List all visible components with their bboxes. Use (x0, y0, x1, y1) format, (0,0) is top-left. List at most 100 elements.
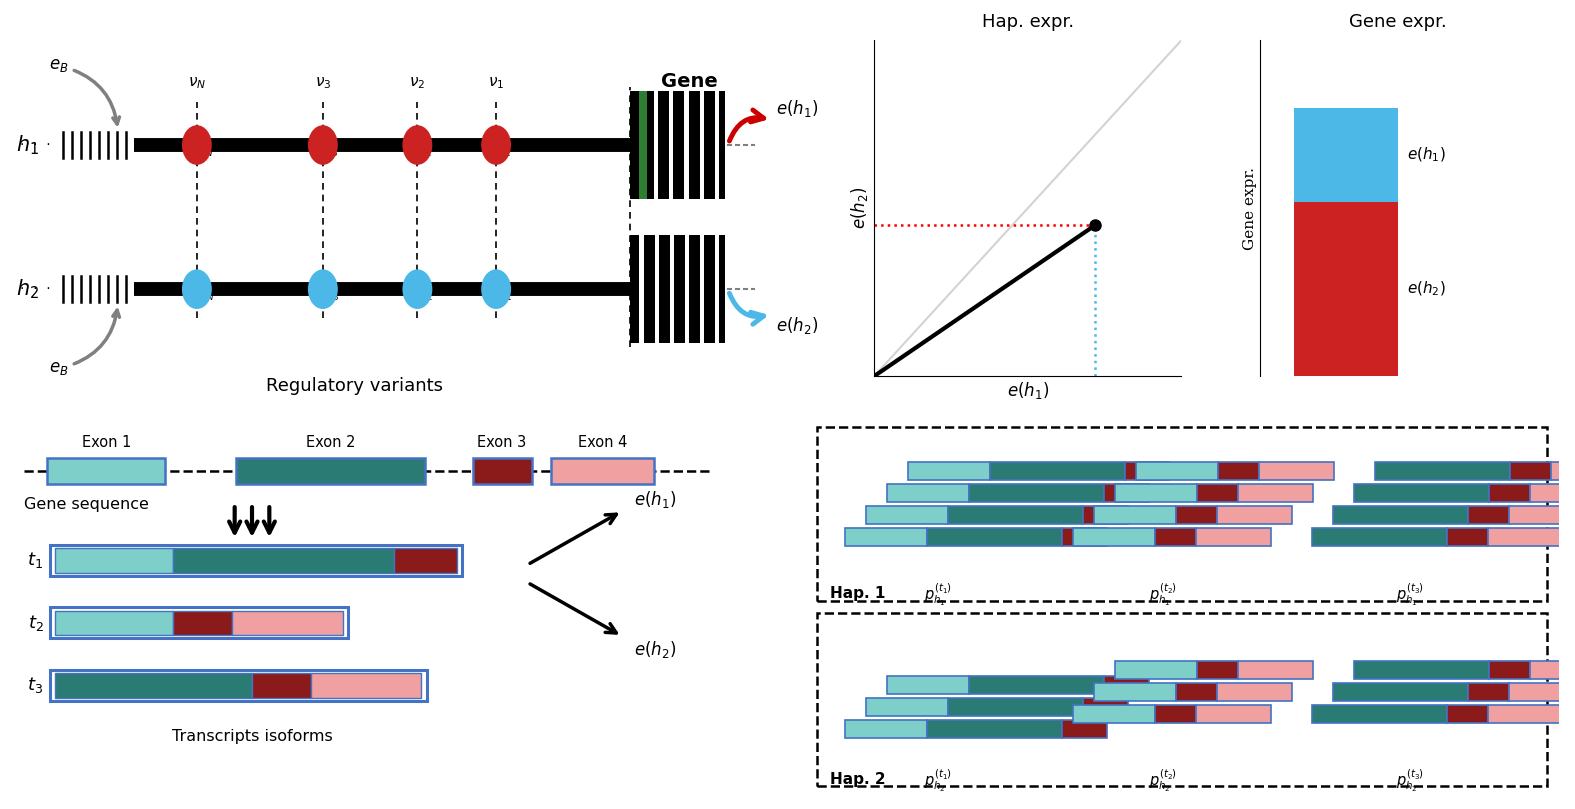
Bar (312, 673, 422, 697)
Bar (1488, 484, 1529, 502)
Text: $p_{h_1}^{(t_1)}$: $p_{h_1}^{(t_1)}$ (925, 582, 953, 608)
Bar (1197, 528, 1271, 546)
Text: $p_{h_2}^{(t_1)}$: $p_{h_2}^{(t_1)}$ (925, 768, 953, 794)
Bar (1197, 484, 1238, 502)
Text: $e_B$: $e_B$ (49, 310, 120, 377)
Bar (685, 235, 690, 343)
Bar (1488, 528, 1562, 546)
Title: Hap. expr.: Hap. expr. (981, 13, 1074, 31)
Text: $p_{h_2}^{(t_3)}$: $p_{h_2}^{(t_3)}$ (1395, 768, 1424, 794)
Bar (1447, 528, 1488, 546)
Bar (1177, 684, 1217, 701)
Bar (1082, 506, 1128, 523)
Text: $e(h_1)$: $e(h_1)$ (775, 99, 817, 120)
Ellipse shape (181, 125, 211, 165)
Bar (233, 611, 343, 635)
Bar (928, 528, 1062, 546)
Bar (50, 670, 427, 701)
Text: $e(h_2)$: $e(h_2)$ (775, 315, 817, 336)
Bar (1082, 698, 1128, 716)
Text: $p_{h_2}^{(t_2)}$: $p_{h_2}^{(t_2)}$ (1148, 768, 1177, 794)
X-axis label: $e(h_1)$: $e(h_1)$ (1006, 380, 1049, 401)
Bar (1115, 662, 1197, 680)
Bar (969, 484, 1104, 502)
Ellipse shape (181, 269, 211, 309)
Bar (1375, 462, 1510, 480)
Bar (1217, 506, 1292, 523)
Bar (928, 720, 1062, 738)
Bar (1104, 484, 1148, 502)
Bar (1073, 705, 1156, 723)
Y-axis label: Gene expr.: Gene expr. (1243, 167, 1257, 250)
Bar (1197, 705, 1271, 723)
Bar (1529, 484, 1575, 502)
Bar (1136, 462, 1217, 480)
Bar (1488, 705, 1562, 723)
Ellipse shape (403, 125, 432, 165)
Bar (639, 91, 647, 199)
Bar (472, 458, 532, 484)
Text: Exon 1: Exon 1 (82, 434, 131, 450)
Text: $h_2$: $h_2$ (16, 277, 39, 301)
Bar (47, 458, 165, 484)
Ellipse shape (482, 269, 510, 309)
Bar (1095, 684, 1177, 701)
Bar (669, 235, 674, 343)
Bar (1529, 662, 1575, 680)
Text: $\nu_2$: $\nu_2$ (410, 75, 425, 91)
Bar (173, 548, 394, 573)
Bar (948, 506, 1082, 523)
Bar (55, 611, 173, 635)
Bar (1095, 506, 1177, 523)
Text: $h_1$: $h_1$ (16, 133, 39, 157)
Bar (948, 698, 1082, 716)
Text: Exon 3: Exon 3 (477, 434, 526, 450)
Bar (55, 548, 173, 573)
Text: $e_B$: $e_B$ (49, 57, 120, 124)
Text: $e(h_2)$: $e(h_2)$ (633, 639, 676, 660)
Bar (1125, 462, 1170, 480)
Bar (1238, 484, 1314, 502)
Bar (1238, 662, 1314, 680)
Bar (969, 676, 1104, 694)
Bar (1197, 662, 1238, 680)
Bar (1177, 506, 1217, 523)
Bar (50, 608, 348, 638)
Bar (1115, 484, 1197, 502)
Text: Transcripts isoforms: Transcripts isoforms (172, 730, 332, 744)
Bar (1488, 662, 1529, 680)
Text: $p_{h_1}^{(t_3)}$: $p_{h_1}^{(t_3)}$ (1395, 582, 1424, 608)
Bar (1217, 684, 1292, 701)
Bar (866, 506, 948, 523)
Bar (699, 235, 704, 343)
Text: Exon 4: Exon 4 (578, 434, 627, 450)
Bar (394, 548, 457, 573)
Text: $t_2$: $t_2$ (27, 613, 44, 633)
Text: Gene: Gene (660, 72, 718, 91)
Text: $p_{h_1}^{(t_2)}$: $p_{h_1}^{(t_2)}$ (1148, 582, 1177, 608)
Text: $e(h_1)$: $e(h_1)$ (1406, 146, 1446, 163)
Bar (684, 91, 688, 199)
Text: $i_1$: $i_1$ (501, 142, 510, 159)
Bar (715, 91, 720, 199)
Text: $\nu_N$: $\nu_N$ (187, 75, 206, 91)
Text: $i_N$: $i_N$ (202, 142, 213, 159)
Text: $\nu_1$: $\nu_1$ (488, 75, 504, 91)
Bar (844, 720, 928, 738)
Text: $j_3$: $j_3$ (328, 286, 339, 303)
Bar (1510, 462, 1551, 480)
Bar (236, 458, 425, 484)
Ellipse shape (482, 125, 510, 165)
Bar (655, 235, 658, 343)
Bar (866, 698, 948, 716)
Bar (1551, 462, 1575, 480)
Bar (1073, 528, 1156, 546)
Bar (630, 235, 724, 343)
Bar (1156, 528, 1197, 546)
Bar (1354, 484, 1488, 502)
Text: $t_3$: $t_3$ (27, 676, 44, 696)
Bar (50, 544, 463, 576)
Ellipse shape (403, 269, 432, 309)
Bar (55, 673, 252, 697)
Bar (1312, 705, 1447, 723)
